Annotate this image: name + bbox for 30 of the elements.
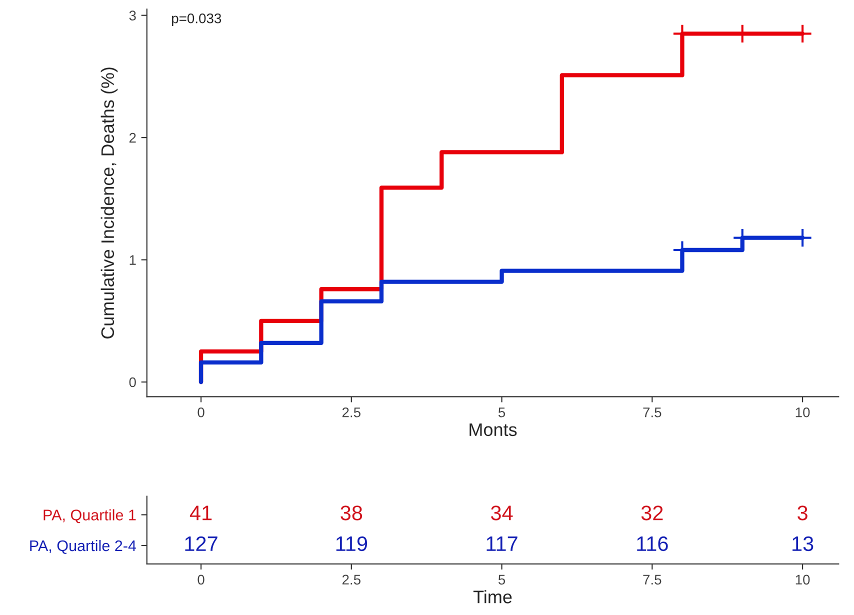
data-label: 116 xyxy=(637,536,668,552)
y-tick-label: PA, Quartile 2-4 xyxy=(30,540,136,554)
x-tick-label: 2.5 xyxy=(342,574,360,585)
y-tick-label: PA, Quartile 1 xyxy=(44,509,136,524)
x-tick-label: 0 xyxy=(198,407,204,418)
x-tick-label: 7.5 xyxy=(643,408,662,418)
x-tick-label: 10 xyxy=(796,407,810,418)
data-label: 117 xyxy=(486,536,518,551)
y-tick-label: 2 xyxy=(129,132,136,143)
x-tick-label: 2.5 xyxy=(342,407,360,418)
x-tick-label: 0 xyxy=(198,574,204,585)
x-tick-label: 5 xyxy=(498,574,506,585)
x-axis-title: Time xyxy=(473,590,512,604)
y-tick-label: 1 xyxy=(130,255,136,265)
data-label: 127 xyxy=(185,536,218,551)
data-label: 13 xyxy=(792,536,814,552)
data-label: 41 xyxy=(190,506,212,520)
x-axis-title: Monts xyxy=(470,423,517,436)
annotation: p=0.033 xyxy=(172,13,222,26)
x-tick-label: 10 xyxy=(796,574,810,585)
x-tick-label: 7.5 xyxy=(643,574,662,585)
data-label: 3 xyxy=(798,506,808,520)
data-label: 34 xyxy=(490,506,513,520)
data-label: 38 xyxy=(340,506,362,520)
y-tick-label: 0 xyxy=(129,377,136,388)
y-tick-label: 3 xyxy=(129,10,136,21)
data-label: 32 xyxy=(641,506,663,520)
data-label: 119 xyxy=(336,536,368,552)
y-axis-title: Cumulative Incidence, Deaths (%) xyxy=(100,68,118,339)
x-tick-label: 5 xyxy=(498,408,506,418)
